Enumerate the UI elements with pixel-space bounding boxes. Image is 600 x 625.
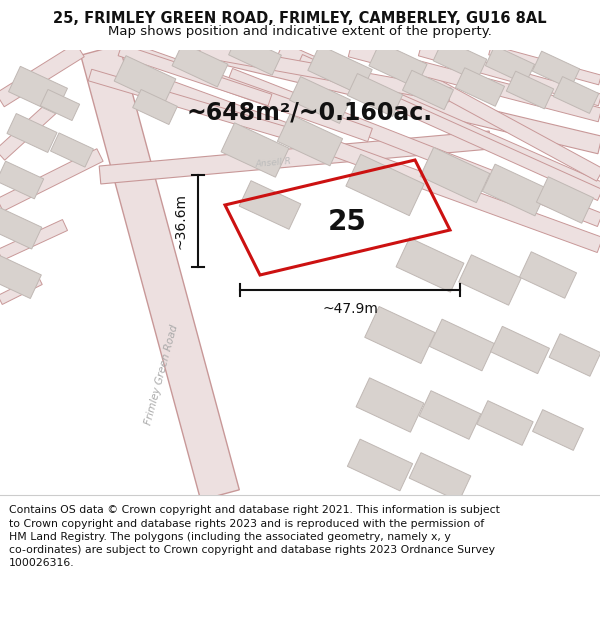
- Polygon shape: [298, 54, 600, 201]
- Polygon shape: [221, 123, 289, 177]
- Polygon shape: [133, 89, 178, 124]
- Text: ~648m²/~0.160ac.: ~648m²/~0.160ac.: [187, 101, 433, 125]
- Polygon shape: [396, 238, 464, 292]
- Polygon shape: [50, 133, 94, 167]
- Text: ~36.6m: ~36.6m: [174, 193, 188, 249]
- Polygon shape: [520, 252, 577, 298]
- Polygon shape: [239, 181, 301, 229]
- Polygon shape: [290, 77, 350, 123]
- Polygon shape: [199, 43, 451, 102]
- Polygon shape: [118, 44, 272, 106]
- Polygon shape: [0, 256, 41, 299]
- Text: Contains OS data © Crown copyright and database right 2021. This information is : Contains OS data © Crown copyright and d…: [9, 506, 500, 568]
- Polygon shape: [7, 114, 57, 152]
- Polygon shape: [536, 177, 593, 223]
- Text: Ansell R: Ansell R: [255, 157, 292, 169]
- Polygon shape: [347, 439, 413, 491]
- Polygon shape: [553, 77, 599, 113]
- Polygon shape: [114, 56, 176, 104]
- Polygon shape: [0, 149, 103, 211]
- Polygon shape: [347, 74, 403, 116]
- Polygon shape: [533, 409, 583, 451]
- Polygon shape: [0, 43, 84, 107]
- Polygon shape: [409, 452, 471, 501]
- Polygon shape: [40, 89, 80, 121]
- Polygon shape: [477, 401, 533, 446]
- Polygon shape: [455, 68, 505, 106]
- Polygon shape: [549, 334, 600, 376]
- Polygon shape: [308, 45, 372, 95]
- Polygon shape: [227, 69, 600, 226]
- Polygon shape: [485, 46, 535, 84]
- Polygon shape: [229, 35, 281, 75]
- Polygon shape: [80, 45, 239, 500]
- Polygon shape: [0, 161, 44, 199]
- Polygon shape: [172, 43, 228, 87]
- Polygon shape: [157, 78, 600, 253]
- Polygon shape: [419, 391, 481, 439]
- Polygon shape: [418, 44, 600, 106]
- Polygon shape: [0, 207, 42, 249]
- Polygon shape: [346, 154, 424, 216]
- Text: ~47.9m: ~47.9m: [322, 302, 378, 316]
- Polygon shape: [198, 41, 600, 154]
- Polygon shape: [277, 42, 600, 198]
- Polygon shape: [128, 43, 373, 142]
- Polygon shape: [365, 306, 435, 364]
- Polygon shape: [482, 164, 548, 216]
- Polygon shape: [420, 148, 490, 202]
- Polygon shape: [0, 219, 68, 261]
- Polygon shape: [88, 69, 312, 146]
- Polygon shape: [488, 45, 600, 85]
- Polygon shape: [99, 131, 491, 184]
- Polygon shape: [491, 326, 550, 374]
- Text: Map shows position and indicative extent of the property.: Map shows position and indicative extent…: [108, 24, 492, 38]
- Polygon shape: [403, 70, 454, 110]
- Polygon shape: [433, 39, 487, 81]
- Text: Frimley Green Road: Frimley Green Road: [144, 324, 180, 426]
- Polygon shape: [0, 276, 42, 304]
- Polygon shape: [356, 378, 424, 432]
- Polygon shape: [369, 42, 427, 88]
- Polygon shape: [430, 319, 494, 371]
- Text: 25, FRIMLEY GREEN ROAD, FRIMLEY, CAMBERLEY, GU16 8AL: 25, FRIMLEY GREEN ROAD, FRIMLEY, CAMBERL…: [53, 11, 547, 26]
- Text: 25: 25: [328, 209, 367, 236]
- Polygon shape: [348, 43, 600, 122]
- Polygon shape: [8, 66, 67, 114]
- Polygon shape: [532, 51, 580, 89]
- Polygon shape: [277, 114, 343, 166]
- Polygon shape: [459, 255, 521, 305]
- Polygon shape: [506, 71, 554, 109]
- Polygon shape: [0, 100, 60, 160]
- Polygon shape: [367, 44, 600, 181]
